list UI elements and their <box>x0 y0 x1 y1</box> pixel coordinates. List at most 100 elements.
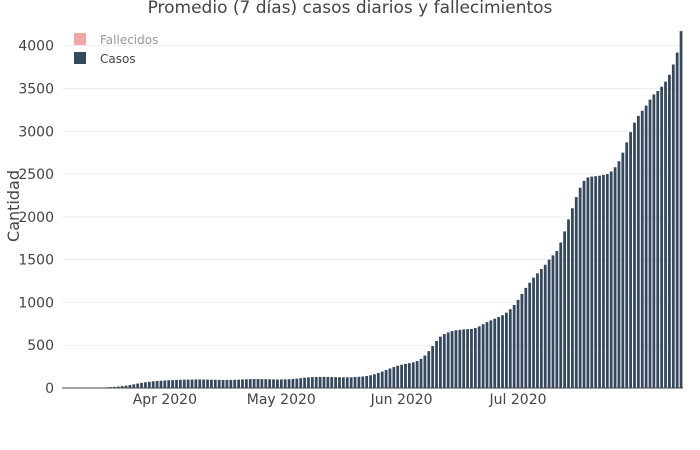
bar-casos-98[interactable] <box>442 334 446 388</box>
bar-casos-79[interactable] <box>369 375 372 388</box>
bar-casos-20[interactable] <box>140 382 143 388</box>
bar-casos-53[interactable] <box>268 379 272 388</box>
bar-casos-139[interactable] <box>602 174 605 388</box>
bar-casos-66[interactable] <box>318 376 322 388</box>
bar-casos-150[interactable] <box>644 105 648 388</box>
bar-casos-62[interactable] <box>303 377 306 388</box>
bar-casos-159[interactable] <box>679 31 683 388</box>
bar-casos-116[interactable] <box>512 304 516 388</box>
bar-casos-37[interactable] <box>206 379 209 388</box>
bar-casos-54[interactable] <box>272 379 275 388</box>
bar-casos-15[interactable] <box>120 386 124 388</box>
bar-casos-104[interactable] <box>466 329 469 388</box>
bar-casos-94[interactable] <box>427 351 431 388</box>
bar-casos-128[interactable] <box>559 242 563 388</box>
bar-casos-50[interactable] <box>256 379 260 388</box>
bar-casos-36[interactable] <box>202 379 206 388</box>
bar-casos-48[interactable] <box>248 379 252 388</box>
bar-casos-68[interactable] <box>326 376 330 388</box>
bar-casos-27[interactable] <box>167 380 171 388</box>
bar-casos-18[interactable] <box>132 384 136 388</box>
bar-casos-33[interactable] <box>190 379 194 388</box>
bar-casos-147[interactable] <box>633 122 636 388</box>
bar-casos-63[interactable] <box>307 377 310 388</box>
bar-casos-130[interactable] <box>567 219 570 388</box>
bar-casos-80[interactable] <box>373 374 376 388</box>
bar-casos-127[interactable] <box>555 251 559 388</box>
bar-casos-107[interactable] <box>477 326 481 388</box>
bar-casos-45[interactable] <box>237 379 240 388</box>
bar-casos-92[interactable] <box>419 358 423 388</box>
bar-casos-142[interactable] <box>613 167 617 388</box>
bar-casos-34[interactable] <box>194 379 198 388</box>
bar-casos-155[interactable] <box>664 81 667 389</box>
bar-casos-73[interactable] <box>345 377 349 388</box>
bar-casos-43[interactable] <box>229 379 233 388</box>
bar-casos-118[interactable] <box>520 293 524 388</box>
bar-casos-154[interactable] <box>660 86 664 388</box>
bar-casos-51[interactable] <box>260 379 264 388</box>
bar-casos-156[interactable] <box>668 74 671 389</box>
legend-item-fallecidos[interactable]: Fallecidos <box>74 33 158 47</box>
bar-casos-49[interactable] <box>252 379 256 388</box>
bar-casos-149[interactable] <box>640 110 644 388</box>
bar-casos-76[interactable] <box>357 376 361 388</box>
legend[interactable]: Fallecidos Casos <box>74 33 158 66</box>
bar-casos-35[interactable] <box>198 379 202 388</box>
bar-casos-111[interactable] <box>493 318 497 388</box>
bar-casos-109[interactable] <box>485 322 489 388</box>
bar-casos-136[interactable] <box>590 176 594 388</box>
bar-casos-135[interactable] <box>586 177 590 388</box>
bar-casos-140[interactable] <box>605 174 609 388</box>
bar-casos-32[interactable] <box>186 379 190 388</box>
bar-casos-153[interactable] <box>656 91 660 388</box>
bar-casos-56[interactable] <box>279 379 283 388</box>
bar-casos-137[interactable] <box>594 176 598 388</box>
bar-casos-22[interactable] <box>147 381 151 388</box>
bar-casos-77[interactable] <box>361 376 365 388</box>
bar-casos-115[interactable] <box>508 309 512 388</box>
bar-casos-38[interactable] <box>210 379 213 388</box>
bar-casos-117[interactable] <box>516 299 520 388</box>
bar-casos-106[interactable] <box>473 328 477 388</box>
bar-casos-89[interactable] <box>407 363 411 388</box>
bar-casos-101[interactable] <box>454 330 458 388</box>
bar-casos-151[interactable] <box>648 99 652 388</box>
bar-casos-88[interactable] <box>404 363 407 388</box>
bar-casos-29[interactable] <box>175 379 178 388</box>
bar-casos-19[interactable] <box>136 383 140 388</box>
bar-casos-114[interactable] <box>505 312 508 388</box>
bar-casos-86[interactable] <box>396 365 400 388</box>
bar-casos-71[interactable] <box>338 377 341 388</box>
bar-casos-61[interactable] <box>299 378 303 388</box>
bar-casos-39[interactable] <box>213 379 217 388</box>
bar-casos-23[interactable] <box>151 381 155 388</box>
bar-casos-26[interactable] <box>163 380 167 388</box>
bar-casos-82[interactable] <box>380 371 384 388</box>
bar-casos-85[interactable] <box>392 367 396 388</box>
bar-casos-93[interactable] <box>423 355 427 388</box>
bar-casos-17[interactable] <box>128 385 132 388</box>
bar-casos-108[interactable] <box>481 324 485 388</box>
bar-casos-55[interactable] <box>276 379 279 388</box>
bar-casos-30[interactable] <box>178 379 182 388</box>
bar-casos-69[interactable] <box>330 377 334 388</box>
bar-casos-40[interactable] <box>217 379 221 388</box>
bar-casos-133[interactable] <box>578 187 582 388</box>
bar-casos-100[interactable] <box>450 331 454 388</box>
bar-casos-145[interactable] <box>625 142 629 388</box>
legend-item-casos[interactable]: Casos <box>74 52 136 66</box>
bar-casos-83[interactable] <box>384 370 388 388</box>
bar-casos-24[interactable] <box>155 380 159 388</box>
bar-casos-42[interactable] <box>225 379 229 388</box>
bar-casos-91[interactable] <box>415 361 419 388</box>
bar-casos-21[interactable] <box>144 382 147 388</box>
bar-casos-158[interactable] <box>675 52 679 389</box>
bar-casos-81[interactable] <box>376 373 380 388</box>
bar-casos-95[interactable] <box>431 346 435 388</box>
bar-casos-58[interactable] <box>287 379 291 388</box>
bar-casos-129[interactable] <box>563 231 567 388</box>
bar-casos-84[interactable] <box>388 368 392 388</box>
bar-casos-132[interactable] <box>574 197 578 388</box>
bar-casos-16[interactable] <box>124 385 128 388</box>
